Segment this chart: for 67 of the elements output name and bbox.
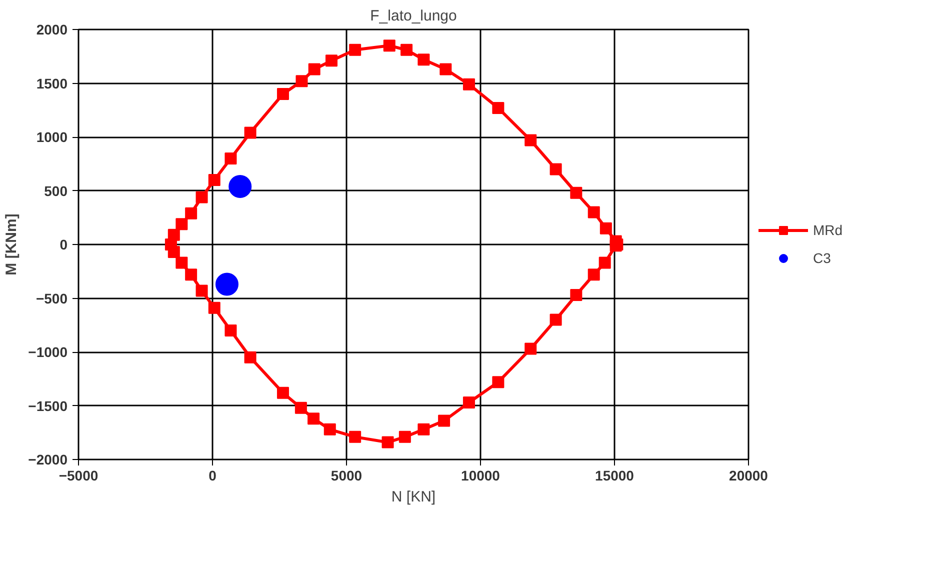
point bbox=[176, 218, 188, 230]
point bbox=[550, 314, 562, 326]
point bbox=[325, 54, 338, 67]
point bbox=[492, 102, 504, 114]
point bbox=[208, 302, 220, 314]
point bbox=[196, 284, 208, 297]
point bbox=[176, 256, 188, 269]
x-tick-label: −5000 bbox=[58, 468, 98, 484]
chart-title: F_lato_lungo bbox=[370, 8, 457, 24]
point bbox=[570, 289, 582, 302]
point bbox=[224, 152, 237, 164]
point bbox=[492, 376, 504, 388]
x-tick-label: 15000 bbox=[595, 468, 634, 484]
point bbox=[598, 256, 611, 269]
point bbox=[588, 268, 600, 281]
point bbox=[349, 430, 362, 443]
point bbox=[462, 78, 475, 90]
point bbox=[196, 191, 208, 204]
point bbox=[215, 272, 238, 296]
point bbox=[324, 423, 336, 436]
point bbox=[524, 342, 537, 355]
point bbox=[276, 88, 289, 100]
x-tick-label: 0 bbox=[208, 468, 217, 484]
point bbox=[185, 268, 198, 281]
point bbox=[308, 63, 320, 76]
x-tick-label: 10000 bbox=[461, 468, 500, 484]
point bbox=[440, 63, 452, 76]
point bbox=[308, 412, 320, 425]
point bbox=[588, 206, 600, 218]
y-tick-label: 1500 bbox=[36, 75, 68, 92]
point bbox=[294, 402, 307, 414]
point bbox=[524, 134, 537, 146]
y-tick-label: −2000 bbox=[28, 452, 68, 468]
point bbox=[349, 44, 362, 56]
y-tick-label: 2000 bbox=[36, 22, 68, 38]
point bbox=[418, 423, 430, 436]
y-tick-label: −1500 bbox=[28, 398, 68, 414]
point bbox=[418, 54, 430, 66]
y-tick-label: −1000 bbox=[28, 344, 68, 360]
point bbox=[382, 436, 394, 448]
point bbox=[398, 430, 411, 443]
point bbox=[400, 44, 413, 56]
y-tick-label: 1000 bbox=[36, 129, 68, 145]
point bbox=[224, 324, 237, 336]
point bbox=[438, 414, 450, 427]
point bbox=[276, 386, 289, 399]
y-tick-label: 0 bbox=[60, 236, 68, 252]
x-axis-title: N [KN] bbox=[391, 488, 436, 506]
point bbox=[462, 396, 475, 409]
point bbox=[185, 207, 198, 220]
y-tick-label: 500 bbox=[44, 182, 68, 199]
point bbox=[600, 222, 612, 234]
y-tick-label: −500 bbox=[36, 290, 68, 306]
point bbox=[168, 246, 180, 258]
point bbox=[228, 174, 252, 198]
legend-label: C3 bbox=[813, 250, 832, 266]
point bbox=[296, 75, 308, 88]
point bbox=[244, 126, 256, 139]
x-tick-label: 5000 bbox=[330, 468, 362, 484]
point bbox=[570, 186, 582, 199]
point bbox=[244, 351, 256, 364]
point bbox=[550, 163, 562, 176]
x-tick-label: 20000 bbox=[729, 468, 768, 484]
point bbox=[383, 40, 396, 52]
y-axis-title: M [KNm] bbox=[3, 214, 20, 276]
legend-label: MRd bbox=[813, 222, 843, 238]
point bbox=[208, 174, 220, 186]
